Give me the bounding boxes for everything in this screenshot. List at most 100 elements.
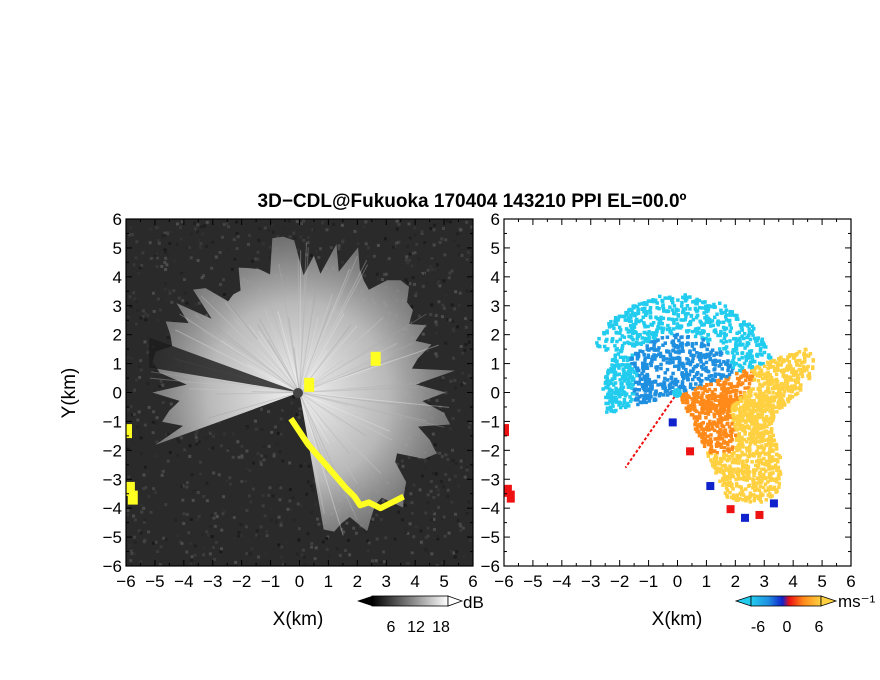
velocity-cell — [668, 357, 672, 362]
velocity-cell — [755, 423, 760, 427]
velocity-cell — [742, 323, 747, 327]
velocity-cell — [731, 389, 735, 393]
velocity-cell — [778, 359, 782, 363]
velocity-cell — [613, 381, 618, 385]
snr-noise-cell — [269, 250, 273, 254]
velocity-cell — [654, 338, 659, 343]
snr-noise-cell — [464, 343, 468, 347]
velocity-cell — [656, 326, 660, 330]
velocity-cell — [648, 311, 653, 315]
velocity-cell — [749, 436, 753, 440]
snr-noise-cell — [417, 257, 421, 261]
velocity-cell — [762, 364, 767, 369]
velocity-cell — [705, 428, 710, 432]
velocity-cell — [784, 366, 789, 370]
velocity-cell — [730, 427, 734, 431]
snr-noise-cell — [292, 395, 296, 399]
velocity-cell — [700, 400, 705, 405]
snr-noise-cell — [438, 405, 442, 409]
velocity-cell — [733, 460, 738, 465]
velocity-cell — [740, 450, 744, 455]
snr-noise-cell — [452, 239, 456, 243]
snr-noise-cell — [293, 236, 297, 240]
velocity-cell — [677, 367, 681, 372]
snr-noise-cell — [451, 458, 455, 462]
snr-noise-cell — [397, 223, 401, 227]
snr-noise-cell — [225, 222, 229, 226]
velocity-cell — [697, 400, 702, 404]
snr-noise-cell — [137, 410, 141, 414]
velocity-cell — [743, 346, 747, 350]
velocity-cell — [705, 407, 709, 412]
velocity-cell — [732, 428, 736, 432]
velocity-cell — [713, 466, 718, 471]
snr-noise-cell — [356, 242, 360, 246]
velocity-cell — [747, 352, 752, 357]
velocity-cell — [683, 395, 687, 399]
velocity-cell — [743, 475, 748, 480]
snr-noise-cell — [369, 518, 373, 522]
snr-noise-cell — [189, 559, 193, 563]
snr-noise-cell — [261, 504, 265, 508]
velocity-cell — [743, 386, 747, 390]
velocity-cell — [729, 495, 734, 499]
velocity-cell — [643, 336, 647, 341]
snr-noise-cell — [196, 544, 200, 548]
snr-noise-cell — [279, 523, 283, 527]
velocity-cell — [736, 447, 741, 451]
velocity-cell — [735, 376, 740, 381]
snr-noise-cell — [429, 479, 433, 483]
velocity-cell — [614, 400, 619, 404]
snr-noise-cell — [167, 295, 171, 299]
snr-noise-cell — [176, 533, 180, 537]
snr-noise-cell — [234, 560, 238, 564]
velocity-cell — [721, 432, 726, 436]
velocity-cell — [764, 415, 769, 419]
velocity-cell — [752, 377, 757, 382]
snr-noise-cell — [126, 447, 130, 451]
snr-noise-cell — [240, 479, 244, 483]
velocity-cell — [656, 374, 661, 379]
velocity-cell — [717, 347, 722, 351]
velocity-cell — [670, 385, 675, 390]
velocity-cell — [704, 405, 708, 409]
snr-noise-cell — [453, 555, 457, 559]
velocity-cell — [728, 464, 732, 468]
snr-noise-cell — [396, 510, 400, 514]
velocity-cell — [684, 315, 688, 319]
velocity-cell — [689, 314, 694, 318]
velocity-cell — [612, 326, 616, 331]
velocity-cell — [719, 373, 723, 377]
snr-noise-cell — [153, 454, 157, 458]
velocity-cell — [700, 394, 704, 398]
velocity-cell — [685, 373, 690, 377]
snr-noise-cell — [306, 532, 310, 536]
snr-noise-cell — [180, 220, 184, 224]
velocity-cell — [720, 418, 724, 422]
velocity-cell — [720, 437, 725, 441]
velocity-cell — [641, 361, 645, 366]
snr-noise-cell — [132, 514, 136, 518]
snr-noise-cell — [154, 490, 158, 494]
snr-noise-cell — [233, 288, 237, 292]
velocity-cell — [723, 428, 728, 433]
snr-noise-cell — [248, 233, 252, 237]
snr-noise-cell — [278, 450, 282, 454]
velocity-cell — [774, 477, 779, 481]
snr-noise-cell — [128, 295, 132, 299]
velocity-cell — [739, 398, 744, 403]
snr-noise-cell — [435, 564, 439, 566]
snr-noise-cell — [332, 222, 336, 226]
snr-noise-cell — [239, 533, 243, 537]
velocity-cell — [728, 323, 732, 327]
snr-noise-cell — [179, 484, 183, 488]
snr-flag-blob — [370, 351, 381, 366]
velocity-cell — [641, 369, 646, 373]
velocity-cell — [778, 397, 782, 402]
velocity-cell — [772, 485, 777, 490]
velocity-cell — [771, 457, 775, 461]
snr-noise-cell — [463, 348, 467, 352]
snr-noise-cell — [257, 238, 261, 242]
snr-echo-streak — [299, 383, 420, 393]
